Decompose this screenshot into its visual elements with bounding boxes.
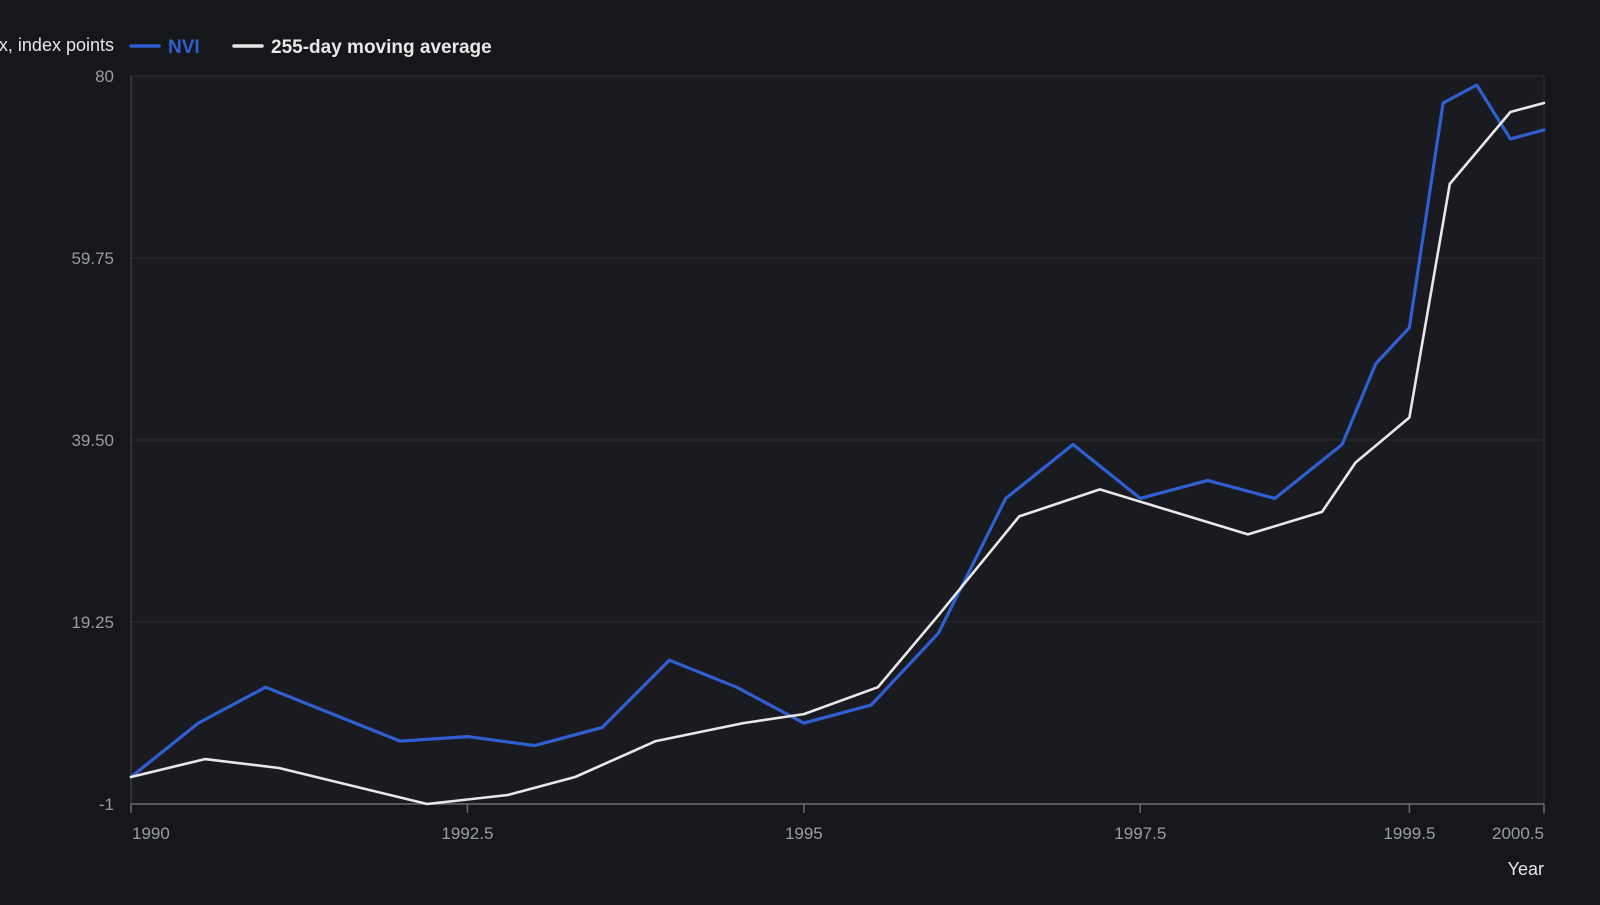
y-tick-label: -1 [99, 795, 114, 814]
x-tick-label: 1990 [132, 824, 170, 843]
axis-layer: -1 19.25 39.50 59.75 80 1990 1992.5 1995 1997.5 1… [71, 67, 1545, 843]
y-tick-label: 59.75 [71, 249, 114, 268]
x-tick-label: 2000.5 [1492, 824, 1544, 843]
series-line-nvi [129, 83, 1546, 779]
x-tick-label: 1995 [785, 824, 823, 843]
x-axis-title: Year [1508, 859, 1544, 879]
x-tick-label: 1999.5 [1383, 824, 1435, 843]
legend-label: NVI [168, 37, 200, 58]
y-tick-label: 80 [95, 67, 114, 86]
series-layer [129, 83, 1546, 806]
x-tick-label: 1997.5 [1114, 824, 1166, 843]
series-line-moving-average [129, 101, 1546, 806]
y-tick-label: 39.50 [71, 431, 114, 450]
y-tick-label: 19.25 [71, 613, 114, 632]
x-tick-label: 1992.5 [441, 824, 493, 843]
y-axis-title: Index, index points [0, 35, 114, 55]
legend: Index, index points NVI 255-day moving av… [0, 35, 492, 58]
legend-label: 255-day moving average [271, 37, 492, 58]
grid-layer [131, 75, 1545, 805]
